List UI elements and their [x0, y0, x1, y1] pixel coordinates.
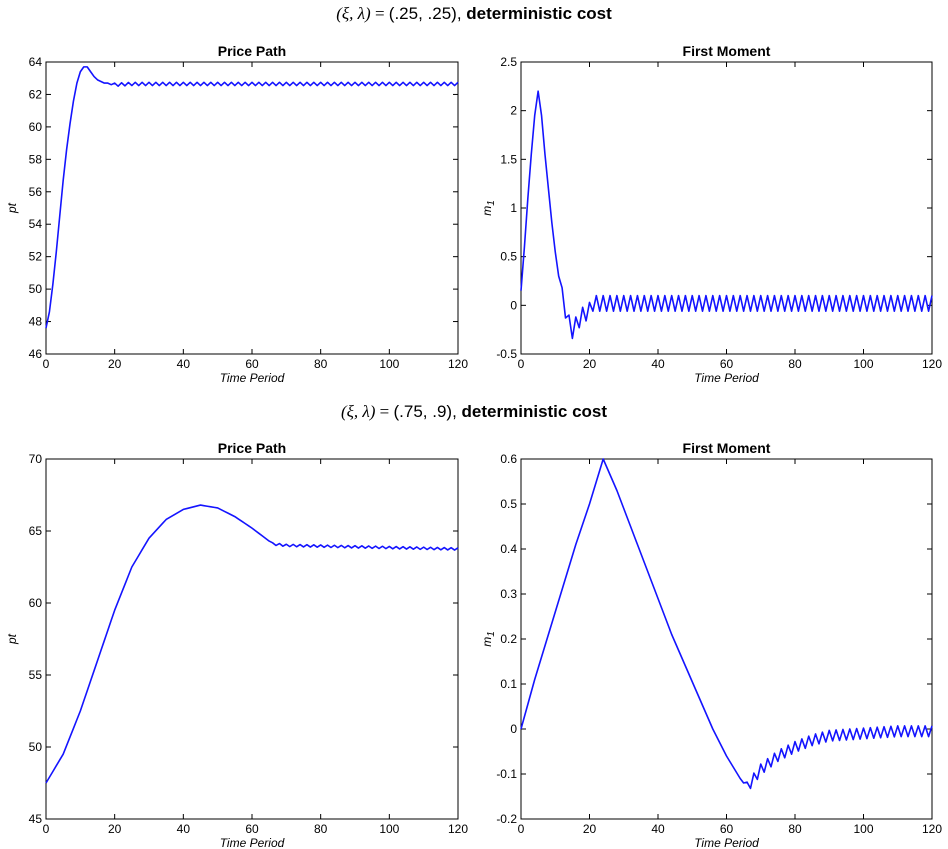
chart-title: First Moment — [683, 43, 771, 59]
y-axis-label-sub: 1 — [486, 200, 497, 206]
y-axis-label: pt — [5, 202, 19, 214]
y-tick-label: 2.5 — [500, 55, 517, 69]
x-tick-label: 20 — [583, 357, 597, 371]
y-tick-label: 0.5 — [500, 497, 517, 511]
cost-label: deterministic cost — [466, 4, 612, 23]
x-tick-label: 60 — [720, 822, 734, 836]
chart-title: Price Path — [218, 43, 286, 59]
y-tick-label: -0.1 — [496, 767, 517, 781]
x-tick-label: 20 — [108, 822, 122, 836]
y-tick-label: -0.2 — [496, 812, 517, 826]
plot-frame — [45, 458, 459, 820]
equals-sign: = — [375, 402, 394, 421]
x-tick-label: 60 — [245, 357, 259, 371]
y-tick-label: 1 — [510, 201, 517, 215]
x-tick-label: 120 — [448, 822, 468, 836]
x-tick-label: 120 — [448, 357, 468, 371]
y-tick-label: 0 — [510, 722, 517, 736]
x-tick-label: 120 — [922, 822, 942, 836]
parameter-values: (.25, .25), — [388, 4, 462, 23]
y-tick-label: -0.5 — [496, 347, 517, 361]
y-axis-label: pt — [5, 633, 19, 645]
y-tick-label: 0.3 — [500, 587, 517, 601]
x-tick-label: 40 — [177, 357, 191, 371]
x-tick-label: 100 — [853, 357, 873, 371]
series-line — [45, 66, 459, 329]
y-tick-label: 64 — [29, 55, 43, 69]
parameter-symbols: (ξ, λ) — [336, 4, 371, 23]
y-axis-label: m1 — [480, 631, 497, 647]
x-tick-label: 0 — [43, 357, 50, 371]
y-tick-label: 70 — [29, 452, 43, 466]
y-axis-label-sub: 1 — [486, 631, 497, 637]
x-tick-label: 0 — [518, 822, 525, 836]
y-tick-label: 50 — [29, 740, 43, 754]
x-tick-label: 100 — [379, 357, 399, 371]
x-axis-label: Time Period — [694, 371, 759, 385]
chart-title: Price Path — [218, 440, 286, 456]
equals-sign: = — [370, 4, 389, 23]
y-tick-label: 56 — [29, 185, 43, 199]
x-tick-label: 80 — [788, 357, 802, 371]
y-tick-label: 60 — [29, 120, 43, 134]
chart-3: First Moment 0 20 40 60 80 100 120 -0.2 -0.1 0 0.1 0… — [480, 440, 942, 849]
x-tick-label: 40 — [651, 357, 665, 371]
y-tick-label: 1.5 — [500, 152, 517, 166]
plot-frame — [520, 458, 933, 820]
y-tick-label: 54 — [29, 217, 43, 231]
x-tick-label: 60 — [245, 822, 259, 836]
y-tick-label: 0.6 — [500, 452, 517, 466]
y-tick-label: 0.4 — [500, 542, 517, 556]
cost-label: deterministic cost — [461, 402, 608, 421]
section-title-bottom: (ξ, λ) = (.75, .9), deterministic cost — [0, 402, 948, 422]
x-tick-label: 100 — [853, 822, 873, 836]
y-axis-label-main: m — [480, 206, 494, 216]
y-tick-label: 55 — [29, 668, 43, 682]
y-tick-label: 0.1 — [500, 677, 517, 691]
parameter-values: (.75, .9), — [393, 402, 457, 421]
y-tick-label: 58 — [29, 152, 43, 166]
y-tick-label: 45 — [29, 812, 43, 826]
chart-title: First Moment — [683, 440, 771, 456]
x-tick-label: 0 — [43, 822, 50, 836]
y-tick-label: 0.2 — [500, 632, 517, 646]
x-tick-label: 80 — [314, 822, 328, 836]
chart-2: Price Path 0 20 40 60 80 100 120 45 50 55 60 65 70 Tim… — [5, 440, 468, 849]
y-tick-label: 52 — [29, 250, 43, 264]
y-tick-label: 48 — [29, 315, 43, 329]
x-tick-label: 20 — [108, 357, 122, 371]
y-tick-label: 0.5 — [500, 250, 517, 264]
y-tick-label: 60 — [29, 596, 43, 610]
y-tick-label: 50 — [29, 282, 43, 296]
y-axis-label: m1 — [480, 200, 497, 216]
x-tick-label: 40 — [177, 822, 191, 836]
y-tick-label: 62 — [29, 87, 43, 101]
x-axis-label: Time Period — [220, 371, 285, 385]
series-line — [520, 90, 933, 340]
x-tick-label: 60 — [720, 357, 734, 371]
parameter-symbols: (ξ, λ) — [340, 402, 376, 421]
y-tick-label: 65 — [29, 524, 43, 538]
x-axis-label: Time Period — [220, 836, 285, 849]
chart-0: Price Path 0 20 40 60 80 100 120 46 48 50 52 54 56 58 6… — [5, 43, 468, 385]
y-tick-label: 2 — [510, 104, 517, 118]
x-axis-label: Time Period — [694, 836, 759, 849]
x-tick-label: 20 — [583, 822, 597, 836]
x-tick-label: 100 — [379, 822, 399, 836]
section-title-top: (ξ, λ) = (.25, .25), deterministic cost — [0, 4, 948, 24]
x-tick-label: 80 — [788, 822, 802, 836]
y-tick-label: 46 — [29, 347, 43, 361]
y-tick-label: 0 — [510, 298, 517, 312]
x-tick-label: 120 — [922, 357, 942, 371]
x-tick-label: 0 — [518, 357, 525, 371]
x-tick-label: 40 — [651, 822, 665, 836]
series-line — [520, 458, 933, 790]
x-tick-label: 80 — [314, 357, 328, 371]
plot-frame — [45, 61, 459, 355]
series-line — [45, 504, 459, 784]
y-axis-label-main: m — [480, 637, 494, 647]
